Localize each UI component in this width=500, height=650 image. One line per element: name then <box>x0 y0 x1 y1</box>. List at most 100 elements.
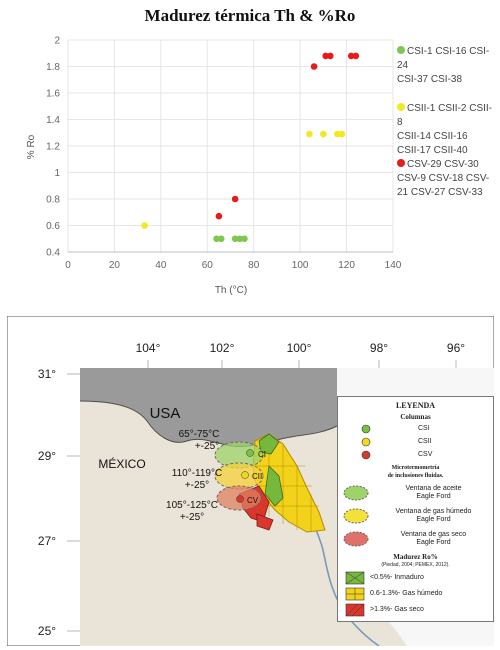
legend-window-label: Ventana de aceite <box>405 485 462 492</box>
x-axis-label: Th (°C) <box>215 285 247 296</box>
x-tick-label: 20 <box>109 260 121 271</box>
legend-maturity-label: >1.3%- Gas seco <box>370 606 424 613</box>
temp-label: 65°-75°C <box>179 429 220 440</box>
legend-oil-window <box>343 485 369 501</box>
legend-entry-text: CSV-29 CSV-30 <box>397 158 497 172</box>
y-tick-label: 2 <box>54 36 60 47</box>
data-point <box>347 52 355 60</box>
legend-marker <box>397 103 405 111</box>
legend-maturity-label: 0.6-1.3%- Gas húmedo <box>370 590 443 597</box>
data-point <box>322 52 329 60</box>
data-point <box>327 52 334 60</box>
data-point <box>213 235 220 243</box>
x-tick-label: 140 <box>385 260 402 271</box>
temp-label: +-25° <box>180 512 204 523</box>
data-point <box>231 195 239 203</box>
data-point <box>306 130 313 138</box>
oil-window <box>214 441 264 469</box>
legend-csv-dot <box>361 450 371 460</box>
y-tick-label: 0.4 <box>46 248 60 259</box>
y-tick-label: 0.6 <box>46 221 60 232</box>
legend-entry-text: CSV-9 CSV-18 CSV- <box>397 173 490 184</box>
legend-window-label: Eagle Ford <box>416 493 451 500</box>
legend-entry: CSII-1 CSII-2 CSII-8 CSII-14 CSII-16 CSII-… <box>397 102 497 158</box>
lon-label: 102° <box>210 341 235 355</box>
scatter-chart: 0 20 40 60 80 100 120 140 0.4 0.6 0.8 1 1.2 1.4 1.6 1.8… <box>26 36 402 297</box>
temp-label: +-25° <box>195 441 219 452</box>
csii-marker <box>241 471 249 479</box>
legend-maturity-title: Madurez Ro% <box>393 553 438 561</box>
legend-window-label: Ventana de gas seco <box>400 531 467 538</box>
legend-entry-text: CSI-1 CSI-16 CSI-24 <box>397 46 490 71</box>
data-point <box>352 52 360 60</box>
data-point <box>241 235 248 243</box>
x-tick-label: 40 <box>155 260 167 271</box>
legend-micro-title: Microtermometría <box>391 465 440 471</box>
legend-dry-gas-swatch <box>345 603 365 617</box>
x-tick-label: 60 <box>202 260 214 271</box>
legend-entry: CSI-1 CSI-16 CSI-24 CSI-37 CSI-38 <box>397 45 497 87</box>
legend-maturity-label: <0.5%- Inmaduro <box>370 574 424 581</box>
legend-csii-label: CSII <box>418 438 432 445</box>
y-tick-label: 0.8 <box>46 195 60 206</box>
y-tick-label: 1 <box>54 168 60 179</box>
column-label: CII <box>252 472 262 481</box>
lon-label: 100° <box>287 341 312 355</box>
chart-points <box>141 52 360 243</box>
column-label: CI <box>258 450 266 459</box>
y-tick-label: 1.6 <box>46 89 60 100</box>
temp-label: 110°-119°C <box>172 468 222 479</box>
immature-zone-2 <box>264 465 284 507</box>
border-line <box>79 400 338 447</box>
y-tick-label: 1.2 <box>46 142 60 153</box>
lon-label: 96° <box>447 341 465 355</box>
column-label: CV <box>247 496 259 505</box>
csi-marker <box>246 449 254 457</box>
legend-window-label: Eagle Ford <box>416 516 451 523</box>
lon-label: 98° <box>370 341 388 355</box>
lon-label: 104° <box>136 341 161 355</box>
legend-entry-text: CSI-37 CSI-38 <box>397 74 463 85</box>
wet-gas-window <box>214 462 264 490</box>
csv-marker <box>236 495 244 503</box>
legend-wet-gas-window <box>343 508 369 524</box>
lat-label: 27° <box>38 534 56 548</box>
chart-axes: 0 20 40 60 80 100 120 140 0.4 0.6 0.8 1 1.2 1.4 1.6 1.8… <box>46 36 402 272</box>
map-legend: LEYENDA Columnas CSI CSII CSV Microtermo… <box>337 396 494 622</box>
legend-title: LEYENDA <box>395 401 436 410</box>
y-axis-label: % Ro <box>26 134 37 159</box>
legend-marker <box>397 46 405 54</box>
legend-columns-title: Columnas <box>400 413 431 421</box>
x-tick-label: 80 <box>248 260 260 271</box>
usa-region <box>80 368 337 447</box>
lat-label: 31° <box>38 367 56 381</box>
x-tick-label: 0 <box>65 260 71 271</box>
data-point <box>217 235 225 243</box>
chart-grid <box>67 39 394 253</box>
legend-entry-text: CSII-14 CSII-16 <box>397 131 468 142</box>
legend-entry: CSV-29 CSV-30 CSV-9 CSV-18 CSV- 21 CSV-27 … <box>397 158 497 200</box>
x-tick-label: 100 <box>292 260 309 271</box>
y-tick-label: 1.4 <box>46 115 60 126</box>
y-tick-label: 1.8 <box>46 62 60 73</box>
legend-micro-title: de inclusiones fluidas. <box>387 473 444 479</box>
data-point <box>215 212 223 220</box>
legend-window-label: Ventana de gas húmedo <box>395 508 472 515</box>
legend-marker <box>397 159 405 167</box>
usa-label: USA <box>150 405 181 422</box>
legend-csi-dot <box>361 424 371 434</box>
temp-label: 105°-125°C <box>166 500 218 511</box>
legend-maturity-source: (Piedad, 2004; PEMEX, 2012). <box>381 562 450 568</box>
legend-csii-dot <box>361 437 371 447</box>
lat-label: 25° <box>38 624 56 638</box>
legend-entry-text: CSII-1 CSII-2 CSII-8 <box>397 103 493 128</box>
mexico-label: MÉXICO <box>98 456 145 471</box>
map-panel: 104° 102° 100° 98° 96° 31° 29° 27° 25° U… <box>7 316 494 646</box>
data-point <box>141 222 148 229</box>
data-point <box>338 130 346 138</box>
dry-gas-zone-2 <box>256 513 274 531</box>
chart-title: Madurez térmica Th & %Ro <box>144 6 356 25</box>
legend-csv-label: CSV <box>418 451 433 458</box>
legend-entry-text: CSII-17 CSII-40 <box>397 145 468 156</box>
x-tick-label: 120 <box>338 260 355 271</box>
